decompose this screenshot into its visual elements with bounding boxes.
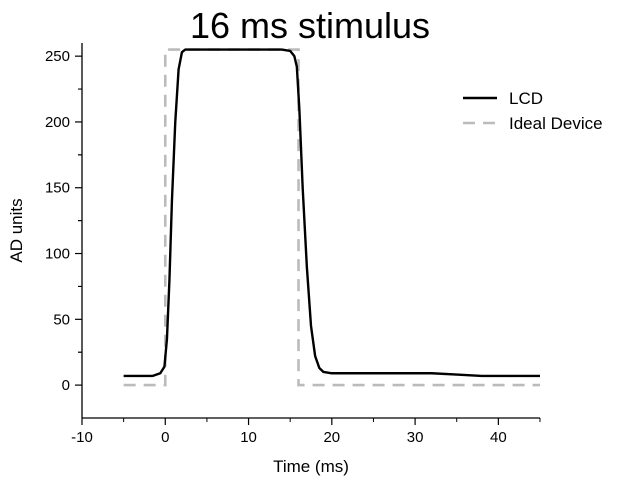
x-tick-label: -10 xyxy=(71,429,93,446)
legend: LCD Ideal Device xyxy=(463,89,603,133)
chart-title: 16 ms stimulus xyxy=(189,5,431,46)
x-axis-label: Time (ms) xyxy=(273,457,349,476)
plot-area xyxy=(123,48,540,387)
legend-label-lcd: LCD xyxy=(509,89,543,108)
legend-label-ideal-device: Ideal Device xyxy=(509,114,603,133)
y-tick-label: 50 xyxy=(53,311,70,328)
y-tick-label: 250 xyxy=(45,48,70,65)
x-tick-label: 30 xyxy=(407,429,424,446)
y-tick-label: 200 xyxy=(45,114,70,131)
series-line-ideal-device xyxy=(123,48,540,387)
x-tick-label: 10 xyxy=(240,429,257,446)
x-tick-label: 0 xyxy=(161,429,169,446)
y-tick-label: 0 xyxy=(62,377,70,394)
x-tick-label: 40 xyxy=(490,429,507,446)
x-tick-label: 20 xyxy=(323,429,340,446)
axes: -10 0 10 20 30 40 0 50 100 150 200 250 Time (ms) AD u… xyxy=(7,43,541,476)
y-axis-label: AD units xyxy=(7,198,26,262)
y-tick-label: 100 xyxy=(45,246,70,263)
y-tick-label: 150 xyxy=(45,180,70,197)
series-line-lcd xyxy=(123,48,540,378)
